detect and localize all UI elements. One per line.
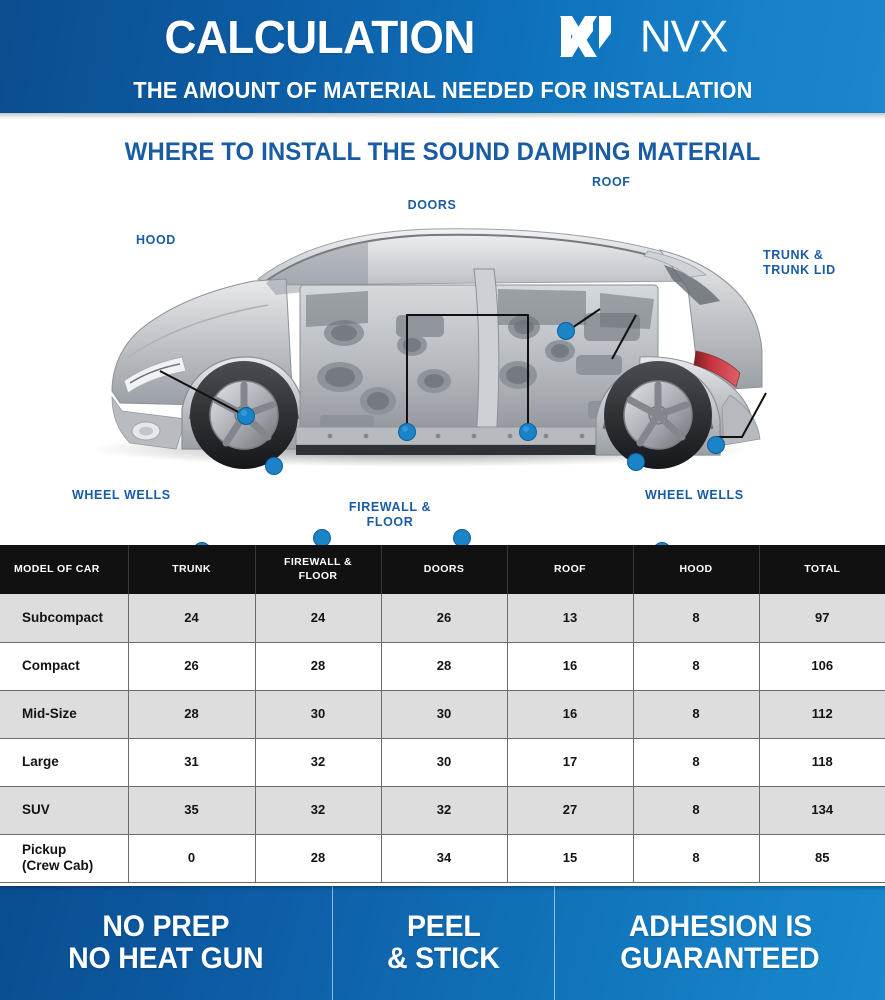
cell-model: SUV [0, 786, 129, 835]
cell-model: Subcompact [0, 594, 129, 643]
cell-total: 112 [759, 690, 885, 739]
th-model-of-car: MODEL OF CAR [0, 545, 129, 594]
cell-roof: 13 [507, 594, 634, 643]
footer-adhesion-line1: ADHESION IS [628, 909, 812, 943]
cell-total: 106 [759, 642, 885, 691]
table-row: Subcompact 24 24 26 13 8 97 [0, 594, 885, 643]
cell-trunk: 26 [128, 642, 256, 691]
cell-roof: 27 [507, 786, 634, 835]
table-row: Pickup (Crew Cab) 0 28 34 15 8 85 [0, 834, 885, 883]
footer-adhesion-line2: GUARANTEED [620, 942, 820, 975]
cell-total: 97 [759, 594, 885, 643]
th-firewall-line2: FLOOR [298, 569, 338, 582]
label-firewall-and-floor: FIREWALL & FLOOR [300, 500, 480, 530]
brand-logo: NVX [559, 11, 728, 62]
cell-model-line2: (Crew Cab) [22, 858, 94, 873]
cell-firewall-floor: 32 [255, 738, 382, 787]
label-trunk-and-trunk-lid: TRUNK & TRUNK LID [763, 248, 836, 278]
footer-no-prep-line1: NO PREP [102, 909, 230, 943]
header-title-row: CALCULATION NVX [0, 8, 885, 66]
cell-total: 134 [759, 786, 885, 835]
th-firewall-line1: FIREWALL & [284, 556, 352, 569]
label-trunk-line1: TRUNK & [763, 248, 824, 262]
diagram-section: WHERE TO INSTALL THE SOUND DAMPING MATER… [0, 119, 885, 545]
nvx-logo-mark-icon [559, 16, 611, 57]
label-firewall-line2: FLOOR [366, 514, 414, 529]
cell-firewall-floor: 24 [255, 594, 382, 643]
cell-hood: 8 [633, 690, 760, 739]
header-shadow [0, 113, 885, 119]
footer-peel-line2: & STICK [387, 942, 500, 975]
header-subtitle: THE AMOUNT OF MATERIAL NEEDED FOR INSTAL… [132, 76, 753, 103]
cell-trunk: 28 [128, 690, 256, 739]
calculation-table: MODEL OF CAR TRUNK FIREWALL & FLOOR DOOR… [0, 545, 885, 883]
cell-doors: 28 [381, 642, 508, 691]
cell-roof: 16 [507, 690, 634, 739]
cell-trunk: 35 [128, 786, 256, 835]
cell-doors: 32 [381, 786, 508, 835]
footer-no-prep-line2: NO HEAT GUN [68, 942, 264, 975]
cell-firewall-floor: 30 [255, 690, 382, 739]
footer-peel-line1: PEEL [406, 909, 481, 943]
section-title: WHERE TO INSTALL THE SOUND DAMPING MATER… [124, 138, 761, 166]
table-header-row: MODEL OF CAR TRUNK FIREWALL & FLOOR DOOR… [0, 545, 885, 594]
car-cutaway-illustration [90, 228, 767, 545]
cell-roof: 17 [507, 738, 634, 787]
footer-cell-peel-stick: PEEL & STICK [332, 886, 555, 1000]
table-row: Large 31 32 30 17 8 118 [0, 738, 885, 787]
cell-hood: 8 [633, 738, 760, 787]
cell-doors: 30 [381, 690, 508, 739]
calculation-table-wrap: MODEL OF CAR TRUNK FIREWALL & FLOOR DOOR… [0, 545, 885, 886]
cell-model: Mid-Size [0, 690, 129, 739]
footer-cell-no-prep: NO PREP NO HEAT GUN [0, 886, 332, 1000]
cell-doors: 30 [381, 738, 508, 787]
cell-firewall-floor: 28 [255, 834, 382, 883]
label-roof: ROOF [592, 175, 631, 189]
th-firewall-floor: FIREWALL & FLOOR [255, 545, 382, 594]
cell-trunk: 31 [128, 738, 256, 787]
label-hood: HOOD [136, 233, 176, 247]
cell-doors: 26 [381, 594, 508, 643]
table-row: SUV 35 32 32 27 8 134 [0, 786, 885, 835]
th-trunk: TRUNK [128, 545, 256, 594]
footer-cell-adhesion: ADHESION IS GUARANTEED [555, 886, 885, 1000]
label-wheel-wells-front: WHEEL WELLS [72, 488, 171, 502]
header-subtitle-row: THE AMOUNT OF MATERIAL NEEDED FOR INSTAL… [0, 72, 885, 108]
label-wheel-wells-rear: WHEEL WELLS [645, 488, 744, 502]
cell-firewall-floor: 32 [255, 786, 382, 835]
cell-total: 85 [759, 834, 885, 883]
cell-hood: 8 [633, 594, 760, 643]
cell-hood: 8 [633, 786, 760, 835]
cell-roof: 16 [507, 642, 634, 691]
cell-hood: 8 [633, 642, 760, 691]
page-title: CALCULATION [164, 11, 475, 63]
header-banner: CALCULATION NVX THE AMOUNT OF MATERIAL N… [0, 0, 885, 113]
th-total: TOTAL [759, 545, 885, 594]
cell-hood: 8 [633, 834, 760, 883]
cell-model: Pickup (Crew Cab) [0, 834, 129, 883]
cell-model: Compact [0, 642, 129, 691]
cell-model-line1: Pickup [22, 841, 67, 857]
cell-model: Large [0, 738, 129, 787]
cell-firewall-floor: 28 [255, 642, 382, 691]
cell-total: 118 [759, 738, 885, 787]
label-doors: DOORS [407, 198, 457, 212]
brand-logo-text: NVX [639, 11, 728, 62]
cell-trunk: 0 [128, 834, 256, 883]
cell-trunk: 24 [128, 594, 256, 643]
cell-roof: 15 [507, 834, 634, 883]
th-roof: ROOF [507, 545, 634, 594]
th-doors: DOORS [381, 545, 508, 594]
th-hood: HOOD [633, 545, 760, 594]
table-row: Mid-Size 28 30 30 16 8 112 [0, 690, 885, 739]
label-trunk-line2: TRUNK LID [763, 262, 836, 277]
label-firewall-line1: FIREWALL & [348, 500, 432, 514]
table-row: Compact 26 28 28 16 8 106 [0, 642, 885, 691]
cell-doors: 34 [381, 834, 508, 883]
footer-banner: NO PREP NO HEAT GUN PEEL & STICK ADHESIO… [0, 886, 885, 1000]
